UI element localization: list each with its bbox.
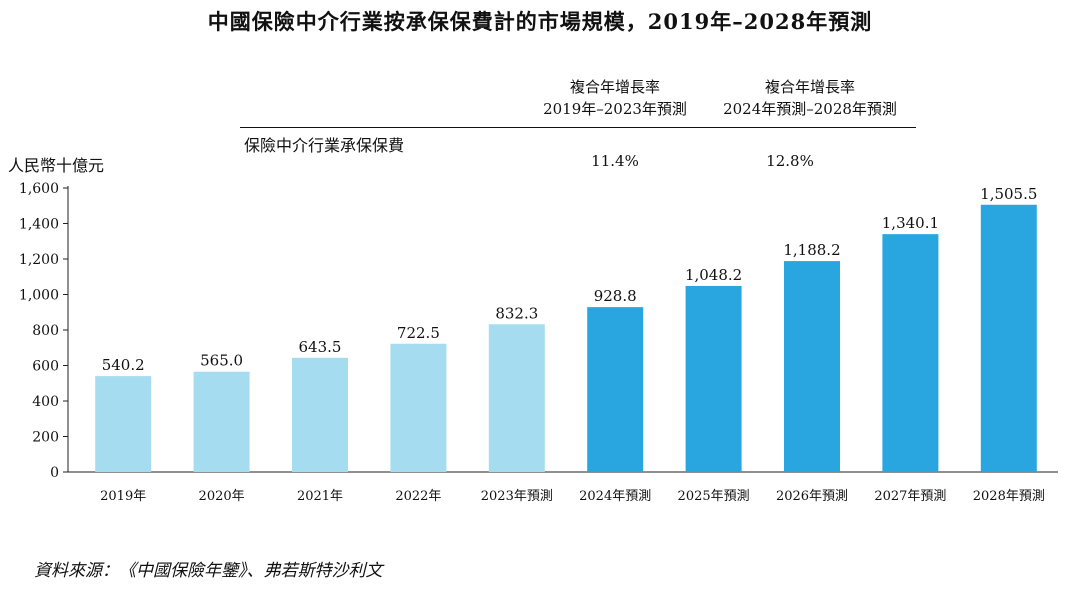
series-label: 保險中介行業承保保費 (244, 136, 405, 155)
y-tick-label: 800 (32, 323, 59, 339)
cagr-header-2-line2: 2024年預測–2028年預測 (723, 100, 897, 118)
cagr-value-1: 11.4% (591, 152, 639, 170)
cagr-divider (240, 127, 916, 128)
x-category-label: 2025年預測 (678, 489, 750, 504)
x-category-label: 2024年預測 (579, 489, 651, 504)
bar (488, 324, 545, 472)
bar-value-label: 1,340.1 (882, 214, 939, 232)
bar-value-label: 722.5 (397, 324, 440, 342)
y-tick-label: 0 (50, 465, 59, 481)
x-category-label: 2026年預測 (776, 489, 848, 504)
bar-value-label: 1,505.5 (980, 185, 1037, 203)
cagr-value-2: 12.8% (766, 152, 814, 170)
y-tick-label: 1,600 (19, 181, 59, 197)
y-tick-label: 1,200 (19, 252, 59, 268)
cagr-header-2-line1: 複合年增長率 (764, 78, 855, 96)
bar-value-label: 643.5 (299, 338, 342, 356)
y-tick-label: 400 (32, 394, 59, 410)
source-note: 資料來源：《中國保險年鑒》、弗若斯特沙利文 (34, 561, 383, 581)
y-tick-label: 1,400 (19, 217, 59, 233)
bar-value-label: 928.8 (594, 287, 637, 305)
y-axis-unit-label: 人民幣十億元 (8, 156, 105, 175)
bar (95, 376, 152, 472)
bar (980, 204, 1037, 472)
bar (292, 357, 348, 472)
x-category-label: 2022年 (395, 489, 441, 504)
x-category-label: 2023年預測 (481, 489, 553, 504)
x-category-label: 2019年 (100, 489, 146, 504)
cagr-header-2: 複合年增長率 2024年預測–2028年預測 (704, 76, 916, 120)
x-category-label: 2027年預測 (874, 489, 946, 504)
bar-value-label: 1,188.2 (783, 241, 840, 259)
x-category-label: 2020年 (199, 489, 245, 504)
cagr-header-1-line2: 2019年–2023年預測 (543, 100, 687, 118)
bar-value-label: 540.2 (102, 356, 145, 374)
chart-title: 中國保險中介行業按承保保費計的市場規模，2019年–2028年預測 (207, 9, 873, 34)
y-tick-label: 600 (32, 359, 59, 375)
bar (685, 285, 742, 472)
bar-value-label: 1,048.2 (685, 266, 742, 284)
y-tick-label: 200 (32, 430, 59, 446)
bar (193, 371, 250, 472)
bar-value-label: 832.3 (495, 304, 538, 322)
x-category-label: 2021年 (297, 489, 343, 504)
bar (390, 343, 447, 472)
x-category-label: 2028年預測 (973, 489, 1045, 504)
y-tick-label: 1,000 (19, 288, 59, 304)
cagr-header-1: 複合年增長率 2019年–2023年預測 (530, 76, 700, 120)
bar (784, 261, 840, 472)
cagr-header-1-line1: 複合年增長率 (569, 78, 660, 96)
bar-value-label: 565.0 (200, 352, 243, 370)
bar (587, 307, 644, 472)
bar (882, 234, 939, 472)
